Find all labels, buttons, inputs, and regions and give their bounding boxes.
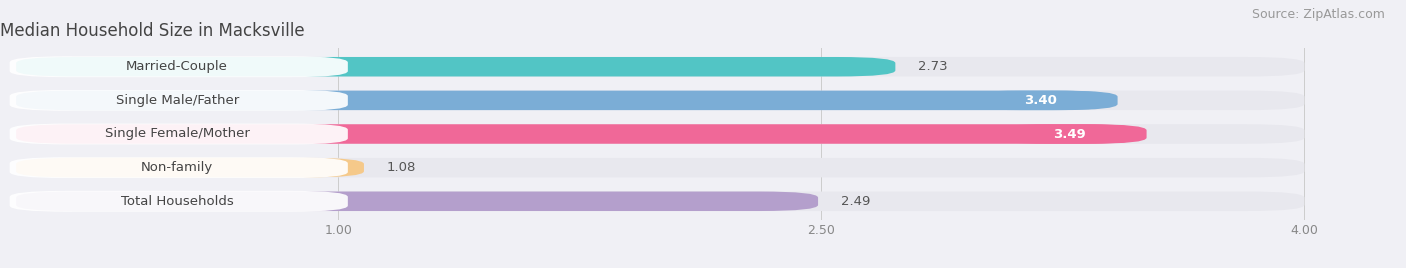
FancyBboxPatch shape [15, 124, 1140, 144]
FancyBboxPatch shape [15, 91, 1111, 110]
FancyBboxPatch shape [15, 57, 1305, 76]
Text: Source: ZipAtlas.com: Source: ZipAtlas.com [1251, 8, 1385, 21]
FancyBboxPatch shape [993, 124, 1146, 144]
Text: 2.73: 2.73 [918, 60, 948, 73]
FancyBboxPatch shape [15, 158, 364, 177]
FancyBboxPatch shape [15, 57, 896, 76]
FancyBboxPatch shape [963, 91, 1118, 110]
FancyBboxPatch shape [15, 91, 1305, 110]
FancyBboxPatch shape [10, 157, 347, 178]
FancyBboxPatch shape [10, 124, 347, 144]
Text: Median Household Size in Macksville: Median Household Size in Macksville [0, 22, 305, 40]
FancyBboxPatch shape [15, 192, 818, 211]
FancyBboxPatch shape [10, 90, 347, 111]
Text: Single Male/Father: Single Male/Father [115, 94, 239, 107]
Text: Married-Couple: Married-Couple [127, 60, 228, 73]
FancyBboxPatch shape [10, 191, 347, 212]
FancyBboxPatch shape [15, 192, 1305, 211]
Text: 1.08: 1.08 [387, 161, 416, 174]
Text: 3.49: 3.49 [1053, 128, 1085, 140]
FancyBboxPatch shape [15, 158, 1305, 177]
FancyBboxPatch shape [15, 124, 1305, 144]
Text: 3.40: 3.40 [1024, 94, 1057, 107]
Text: 2.49: 2.49 [841, 195, 870, 208]
Text: Total Households: Total Households [121, 195, 233, 208]
Text: Single Female/Mother: Single Female/Mother [104, 128, 250, 140]
FancyBboxPatch shape [10, 56, 347, 77]
Text: Non-family: Non-family [141, 161, 214, 174]
